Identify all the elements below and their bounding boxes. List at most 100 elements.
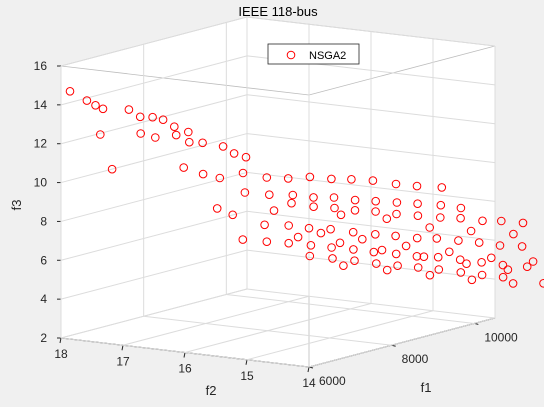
data-point	[309, 202, 318, 211]
data-point	[241, 152, 251, 162]
data-point	[350, 256, 359, 266]
z-tick-label: 12	[34, 137, 48, 151]
grid-lines	[60, 16, 496, 368]
z-tick-label: 4	[40, 292, 47, 306]
data-point	[305, 172, 315, 182]
data-point	[238, 168, 248, 178]
data-point	[329, 193, 339, 202]
data-point	[336, 210, 346, 220]
data-point	[198, 169, 208, 179]
data-point	[517, 242, 527, 251]
grid-line	[246, 133, 496, 164]
data-point	[522, 262, 532, 272]
data-point	[284, 221, 294, 230]
data-point	[184, 127, 193, 137]
legend: NSGA2	[267, 43, 360, 65]
data-point	[445, 247, 454, 257]
data-point	[412, 181, 422, 191]
data-point	[82, 96, 92, 105]
data-point	[288, 190, 298, 200]
grid-line	[246, 310, 434, 361]
data-point	[413, 211, 423, 220]
data-point	[456, 213, 465, 223]
grid-line	[246, 210, 496, 241]
data-point	[518, 218, 528, 228]
data-point	[91, 101, 100, 110]
data-point	[212, 204, 222, 213]
data-point	[477, 270, 487, 280]
data-point	[419, 252, 429, 262]
data-point	[382, 265, 392, 275]
grid-line	[60, 288, 248, 339]
y-tick-mark	[307, 366, 310, 373]
data-point	[306, 241, 316, 250]
data-point	[401, 241, 411, 251]
grid-line	[60, 16, 248, 67]
data-point	[218, 142, 228, 151]
data-point	[179, 163, 188, 172]
grid-line	[60, 133, 248, 184]
data-point	[487, 253, 496, 263]
z-tick-label: 16	[34, 59, 48, 73]
side-pane	[61, 17, 247, 338]
data-point	[171, 130, 181, 140]
data-point	[369, 247, 379, 257]
z-tick-label: 2	[40, 331, 47, 345]
data-point	[229, 149, 239, 158]
data-point	[339, 261, 348, 271]
data-point	[509, 229, 518, 239]
legend-entry-nsga2: NSGA2	[309, 50, 346, 62]
data-point	[124, 105, 134, 114]
y-tick-mark	[183, 352, 186, 358]
data-point	[391, 249, 401, 259]
data-point	[96, 130, 105, 139]
data-point	[304, 223, 314, 233]
data-point	[474, 238, 484, 247]
data-point	[326, 224, 335, 234]
data-point	[437, 183, 447, 192]
x-axis-label: f1	[421, 380, 432, 395]
grid-line	[60, 94, 248, 145]
data-point	[498, 272, 508, 282]
data-point	[350, 195, 360, 205]
data-point	[371, 207, 380, 216]
data-point	[456, 203, 466, 213]
data-point	[305, 251, 315, 261]
data-point	[335, 238, 345, 248]
data-point	[135, 112, 145, 122]
y-axis-label: f2	[206, 383, 217, 398]
data-point	[170, 122, 179, 131]
grid-line	[246, 249, 496, 280]
grid-line	[246, 171, 496, 202]
data-point	[198, 138, 207, 148]
data-point	[433, 252, 443, 262]
y-tick-label: 14	[302, 376, 316, 390]
data-point	[455, 255, 465, 265]
grid-line	[122, 295, 310, 346]
grid-line	[60, 249, 248, 300]
axis-box-edge	[60, 65, 310, 96]
data-point	[136, 129, 145, 138]
data-point	[283, 174, 293, 183]
data-point	[393, 261, 402, 271]
chart-title: IEEE 118-bus	[238, 4, 318, 19]
y-tick-label: 17	[116, 354, 130, 368]
y-tick-mark	[245, 359, 248, 365]
data-point	[539, 279, 544, 288]
y-tick-mark	[121, 345, 124, 351]
data-point	[434, 265, 444, 274]
data-point	[349, 245, 358, 254]
data-point	[151, 133, 160, 142]
data-point	[392, 209, 401, 219]
x-tick-label: 8000	[402, 352, 429, 366]
data-point	[391, 179, 401, 189]
data-point	[107, 164, 117, 174]
data-point	[456, 268, 466, 277]
data-point	[425, 223, 435, 232]
data-point	[412, 233, 422, 243]
data-point	[467, 275, 477, 285]
data-point	[454, 236, 463, 245]
data-point	[497, 216, 506, 226]
z-tick-label: 14	[34, 98, 48, 112]
